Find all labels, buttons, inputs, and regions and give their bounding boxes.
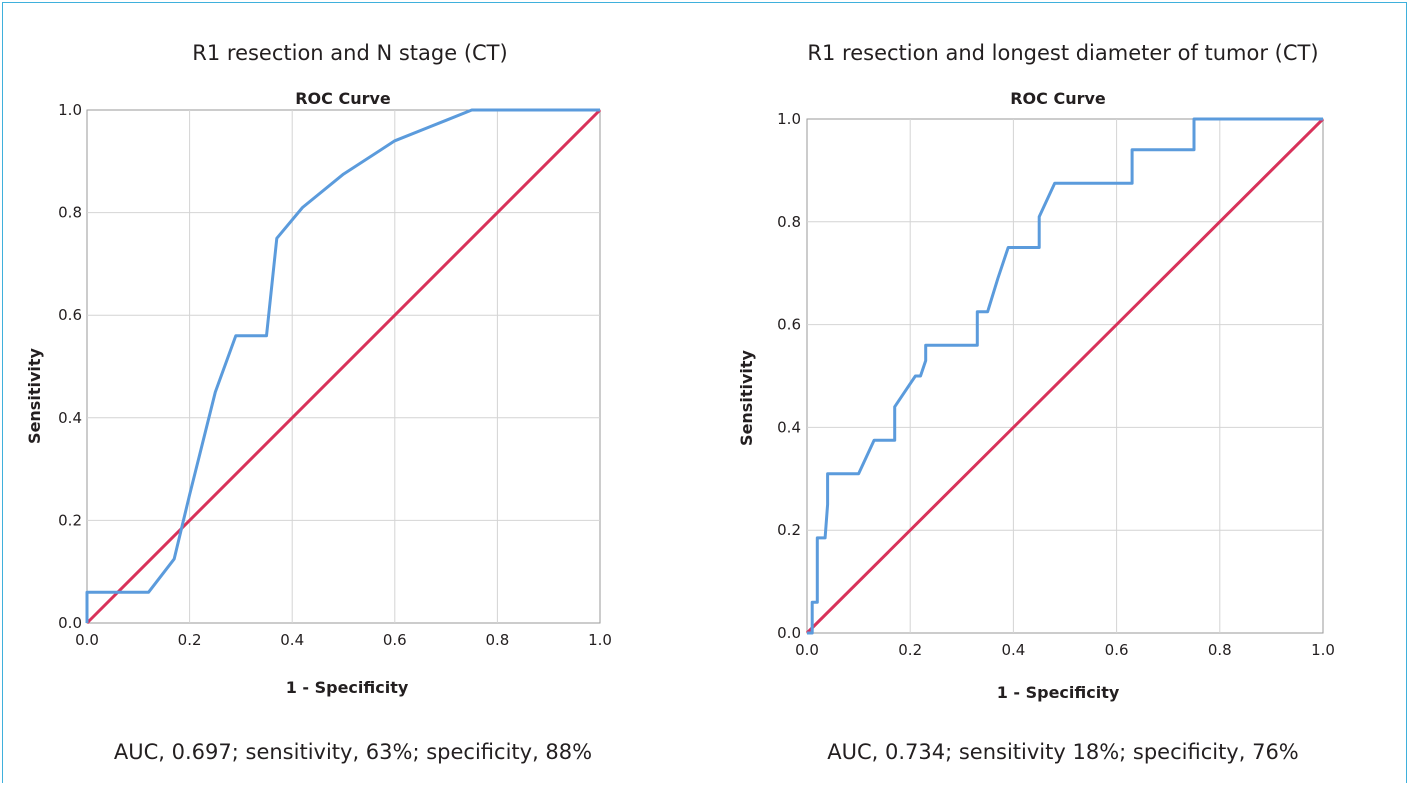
y-tick-labels: 0.0 0.2 0.4 0.6 0.8 1.0 xyxy=(58,101,82,632)
reference-line xyxy=(805,117,1325,635)
panel-title: R1 resection and N stage (CT) xyxy=(192,41,507,65)
chart-title: ROC Curve xyxy=(295,89,391,108)
y-tick-label: 0.0 xyxy=(58,614,82,632)
reference-line xyxy=(85,108,602,625)
plot-frame xyxy=(86,109,601,624)
panel-1: R1 resection and N stage (CT) ROC Curve … xyxy=(25,41,612,764)
y-tick-label: 0.6 xyxy=(58,306,82,324)
panel-2: R1 resection and longest diameter of tum… xyxy=(737,41,1335,764)
y-axis-label: Sensitivity xyxy=(25,347,44,443)
y-tick-label: 0.4 xyxy=(777,418,801,436)
x-tick-label: 0.8 xyxy=(1208,641,1232,659)
roc-curve xyxy=(85,108,600,623)
x-tick-label: 0.4 xyxy=(1001,641,1025,659)
gridlines xyxy=(87,110,600,623)
x-tick-label: 0.6 xyxy=(1105,641,1129,659)
y-tick-label: 1.0 xyxy=(777,110,801,128)
plot-frame xyxy=(806,118,1324,634)
x-axis-label: 1 - Specificity xyxy=(997,683,1120,702)
y-tick-label: 0.2 xyxy=(777,521,801,539)
roc-curve xyxy=(807,117,1323,635)
x-tick-label: 0.0 xyxy=(75,631,99,649)
x-tick-label: 1.0 xyxy=(588,631,612,649)
chart-title: ROC Curve xyxy=(1010,89,1106,108)
x-tick-label: 0.2 xyxy=(898,641,922,659)
x-tick-label: 0.6 xyxy=(383,631,407,649)
x-tick-label: 0.2 xyxy=(178,631,202,649)
panel-caption: AUC, 0.734; sensitivity 18%; specificity… xyxy=(827,740,1299,764)
x-tick-labels: 0.0 0.2 0.4 0.6 0.8 1.0 xyxy=(75,631,612,649)
y-tick-label: 1.0 xyxy=(58,101,82,119)
x-axis-label: 1 - Specificity xyxy=(286,678,409,697)
y-axis-label: Sensitivity xyxy=(737,349,756,445)
x-tick-label: 0.0 xyxy=(795,641,819,659)
x-tick-label: 0.8 xyxy=(485,631,509,649)
x-tick-labels: 0.0 0.2 0.4 0.6 0.8 1.0 xyxy=(795,641,1335,659)
y-tick-label: 0.8 xyxy=(58,204,82,222)
y-tick-label: 0.8 xyxy=(777,213,801,231)
panel-title: R1 resection and longest diameter of tum… xyxy=(807,41,1318,65)
y-tick-labels: 0.0 0.2 0.4 0.6 0.8 1.0 xyxy=(777,110,801,642)
y-tick-label: 0.0 xyxy=(777,624,801,642)
y-tick-label: 0.6 xyxy=(777,316,801,334)
gridlines xyxy=(807,119,1323,633)
x-tick-label: 1.0 xyxy=(1311,641,1335,659)
x-tick-label: 0.4 xyxy=(280,631,304,649)
y-tick-label: 0.4 xyxy=(58,409,82,427)
y-tick-label: 0.2 xyxy=(58,511,82,529)
panel-caption: AUC, 0.697; sensitivity, 63%; specificit… xyxy=(114,740,592,764)
